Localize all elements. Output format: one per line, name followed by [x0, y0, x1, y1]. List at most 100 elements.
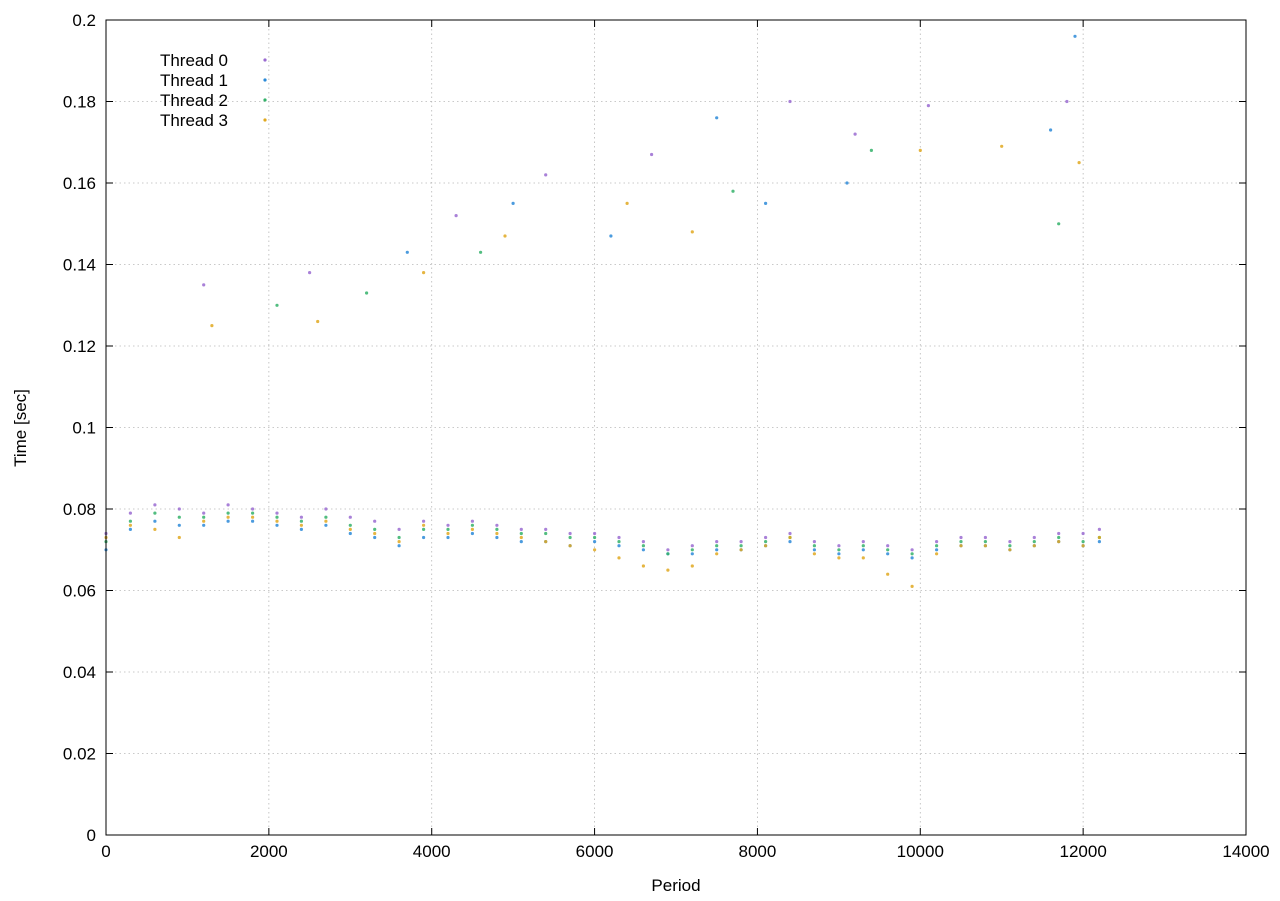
legend-marker — [263, 78, 267, 82]
data-point — [861, 548, 865, 552]
data-point — [177, 523, 181, 527]
y-tick-label: 0.02 — [63, 745, 96, 764]
data-point — [479, 250, 483, 254]
x-tick-label: 6000 — [576, 842, 614, 861]
data-point — [470, 519, 474, 523]
y-tick-label: 0.12 — [63, 337, 96, 356]
data-point — [650, 152, 654, 157]
data-point — [153, 527, 157, 532]
data-point — [544, 540, 548, 544]
data-point — [544, 173, 548, 177]
data-point — [544, 527, 548, 532]
y-tick-label: 0.2 — [72, 11, 96, 30]
data-point — [128, 523, 132, 527]
y-tick-label: 0.16 — [63, 174, 96, 193]
data-point — [153, 519, 157, 523]
data-point — [275, 523, 279, 527]
data-point — [617, 535, 621, 540]
data-point — [519, 527, 523, 532]
data-point — [1032, 544, 1036, 548]
data-point — [495, 535, 499, 540]
data-point — [666, 548, 670, 552]
data-point — [853, 132, 857, 136]
data-point — [275, 303, 279, 307]
x-tick-label: 4000 — [413, 842, 451, 861]
data-points — [104, 34, 1101, 589]
data-point — [275, 519, 279, 523]
data-point — [202, 519, 206, 523]
data-point — [983, 535, 988, 540]
y-tick-label: 0.18 — [63, 93, 96, 112]
data-point — [503, 234, 507, 238]
data-point — [788, 535, 792, 540]
data-point — [764, 535, 768, 540]
data-point — [397, 544, 401, 548]
legend-label: Thread 0 — [160, 51, 228, 70]
data-point — [690, 552, 694, 556]
y-tick-label: 0.04 — [63, 663, 96, 682]
data-point — [1077, 161, 1081, 165]
data-point — [519, 531, 523, 536]
data-point — [470, 527, 474, 532]
data-point — [495, 531, 499, 536]
data-point — [739, 540, 743, 544]
data-point — [935, 552, 939, 556]
data-point — [446, 531, 450, 536]
data-point — [641, 548, 646, 552]
data-point — [373, 527, 377, 532]
data-point — [886, 552, 890, 556]
series-3-points — [104, 144, 1101, 589]
data-point — [690, 564, 694, 568]
data-point — [926, 104, 931, 108]
y-tick-label: 0.14 — [63, 256, 96, 275]
data-point — [128, 511, 132, 515]
legend-label: Thread 3 — [160, 111, 228, 130]
data-point — [690, 230, 694, 234]
data-point — [405, 250, 409, 254]
data-point — [446, 527, 450, 532]
data-point — [202, 523, 206, 527]
data-point — [690, 544, 694, 548]
data-point — [568, 531, 572, 536]
data-point — [299, 527, 303, 532]
data-point — [641, 544, 646, 548]
data-point — [1081, 531, 1085, 536]
data-point — [935, 544, 939, 548]
data-point — [226, 511, 230, 515]
data-point — [910, 552, 914, 556]
data-point — [177, 535, 181, 540]
data-point — [812, 548, 817, 552]
data-point — [861, 544, 865, 548]
data-point — [202, 515, 206, 519]
data-point — [348, 531, 352, 536]
data-point — [1097, 527, 1101, 532]
data-point — [764, 544, 768, 548]
data-point — [365, 291, 369, 295]
data-point — [177, 507, 181, 511]
data-point — [641, 564, 646, 568]
data-point — [226, 519, 230, 523]
data-point — [324, 507, 328, 511]
data-point — [593, 548, 597, 552]
x-tick-label: 14000 — [1222, 842, 1269, 861]
data-point — [299, 523, 303, 527]
data-point — [251, 507, 255, 511]
data-point — [715, 544, 719, 548]
data-point — [177, 515, 181, 519]
data-point — [886, 544, 890, 548]
data-point — [348, 515, 352, 519]
data-point — [373, 519, 377, 523]
data-point — [348, 527, 352, 532]
data-point — [918, 148, 922, 152]
data-point — [324, 515, 328, 519]
data-point — [373, 531, 377, 536]
data-point — [128, 527, 132, 532]
data-point — [837, 548, 841, 552]
data-point — [544, 531, 548, 536]
data-point — [837, 544, 841, 548]
x-tick-label: 12000 — [1060, 842, 1107, 861]
data-point — [715, 552, 719, 556]
data-point — [1032, 540, 1036, 544]
